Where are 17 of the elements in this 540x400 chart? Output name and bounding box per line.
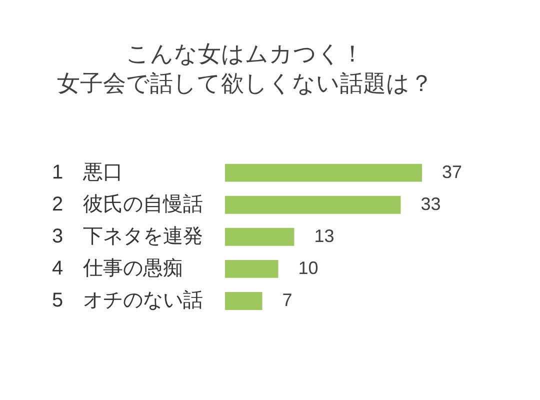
- data-label: 33: [420, 194, 441, 214]
- chart-subtitle: 女子会で話して欲しくない話題は？: [57, 70, 433, 96]
- y-tick-label: 1 悪口: [52, 161, 124, 184]
- bar: [225, 228, 294, 246]
- data-label: 13: [314, 226, 334, 246]
- y-tick-label: 4 仕事の愚痴: [52, 257, 184, 280]
- bar: [225, 292, 262, 310]
- data-label: 37: [442, 162, 462, 182]
- bar: [225, 260, 278, 278]
- bar: [225, 196, 401, 214]
- data-label: 7: [282, 290, 292, 310]
- y-tick-label: 3 下ネタを連発: [52, 225, 204, 248]
- chart-title: こんな女はムカつく！: [126, 40, 364, 66]
- y-tick-label: 5 オチのない話: [52, 289, 204, 312]
- data-label: 10: [298, 258, 318, 278]
- bar: [225, 164, 422, 182]
- y-tick-label: 2 彼氏の自慢話: [52, 193, 204, 216]
